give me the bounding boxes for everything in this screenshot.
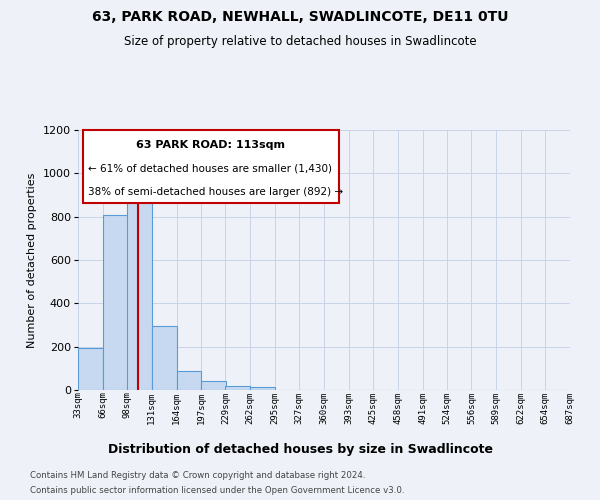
Bar — [226, 386, 250, 390]
Bar — [250, 388, 275, 390]
Text: 38% of semi-detached houses are larger (892) →: 38% of semi-detached houses are larger (… — [88, 187, 343, 197]
Text: Contains public sector information licensed under the Open Government Licence v3: Contains public sector information licen… — [30, 486, 404, 495]
Bar — [152, 326, 176, 390]
Text: Contains HM Land Registry data © Crown copyright and database right 2024.: Contains HM Land Registry data © Crown c… — [30, 471, 365, 480]
Text: Distribution of detached houses by size in Swadlincote: Distribution of detached houses by size … — [107, 442, 493, 456]
Bar — [202, 382, 226, 390]
Text: 63 PARK ROAD: 113sqm: 63 PARK ROAD: 113sqm — [136, 140, 286, 150]
Text: 63, PARK ROAD, NEWHALL, SWADLINCOTE, DE11 0TU: 63, PARK ROAD, NEWHALL, SWADLINCOTE, DE1… — [92, 10, 508, 24]
Text: ← 61% of detached houses are smaller (1,430): ← 61% of detached houses are smaller (1,… — [88, 164, 332, 174]
Y-axis label: Number of detached properties: Number of detached properties — [28, 172, 37, 348]
Bar — [176, 370, 202, 390]
Bar — [103, 214, 128, 390]
Bar — [78, 348, 103, 390]
Bar — [127, 190, 152, 390]
Text: Size of property relative to detached houses in Swadlincote: Size of property relative to detached ho… — [124, 35, 476, 48]
FancyBboxPatch shape — [83, 130, 339, 203]
